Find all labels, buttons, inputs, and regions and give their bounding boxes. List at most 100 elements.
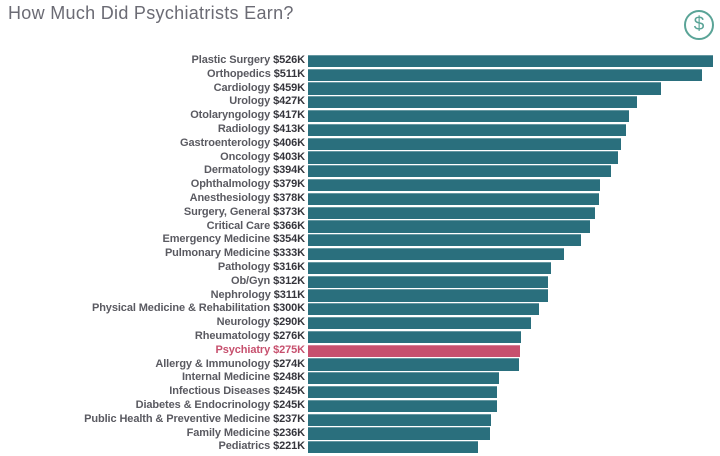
category-name: Orthopedics <box>207 67 271 80</box>
value-label: $245K <box>273 398 305 411</box>
bar-row: Critical Care $366K <box>0 220 720 234</box>
value-label: $237K <box>273 412 305 425</box>
bar <box>308 413 491 426</box>
value-label: $406K <box>273 136 305 149</box>
bar <box>308 220 590 233</box>
value-label: $373K <box>273 205 305 218</box>
category-label: Nephrology $311K <box>0 289 308 303</box>
category-name: Pediatrics <box>218 440 271 453</box>
category-name: Rheumatology <box>194 329 271 342</box>
page-title: How Much Did Psychiatrists Earn? <box>8 3 294 23</box>
category-name: Pulmonary Medicine <box>164 247 271 260</box>
value-label: $248K <box>273 371 305 384</box>
bar <box>308 330 521 343</box>
category-label: Pulmonary Medicine $333K <box>0 247 308 261</box>
category-label: Allergy & Immunology $274K <box>0 358 308 372</box>
category-label: Orthopedics $511K <box>0 68 308 82</box>
dollar-icon-glyph: $ <box>693 14 705 35</box>
category-name: Family Medicine <box>186 426 271 439</box>
value-label: $275K <box>273 343 305 356</box>
value-label: $276K <box>273 329 305 342</box>
value-label: $316K <box>273 260 305 273</box>
category-label: Infectious Diseases $245K <box>0 385 308 399</box>
value-label: $413K <box>273 122 305 135</box>
bar-row: Psychiatry $275K <box>0 344 720 358</box>
category-name: Radiology <box>217 122 271 135</box>
category-name: Pathology <box>217 260 271 273</box>
bar-row: Rheumatology $276K <box>0 330 720 344</box>
category-name: Physical Medicine & Rehabilitation <box>91 302 271 315</box>
value-label: $403K <box>273 150 305 163</box>
category-name: Psychiatry <box>215 343 271 356</box>
bar-row: Public Health & Preventive Medicine $237… <box>0 413 720 427</box>
bar-row: Plastic Surgery $526K <box>0 54 720 68</box>
dollar-icon: $ <box>684 10 714 40</box>
category-label: Pediatrics $221K <box>0 440 308 454</box>
category-label: Physical Medicine & Rehabilitation $300K <box>0 302 308 316</box>
bar-row: Allergy & Immunology $274K <box>0 358 720 372</box>
category-label: Radiology $413K <box>0 123 308 137</box>
bar-row: Gastroenterology $406K <box>0 137 720 151</box>
category-label: Urology $427K <box>0 95 308 109</box>
category-label: Psychiatry $275K <box>0 344 308 358</box>
category-label: Public Health & Preventive Medicine $237… <box>0 413 308 427</box>
bar <box>308 275 549 288</box>
value-label: $366K <box>273 219 305 232</box>
category-label: Cardiology $459K <box>0 82 308 96</box>
value-label: $378K <box>273 191 305 204</box>
category-name: Public Health & Preventive Medicine <box>84 412 271 425</box>
category-name: Internal Medicine <box>181 371 271 384</box>
bar-row: Emergency Medicine $354K <box>0 233 720 247</box>
bar-row: Infectious Diseases $245K <box>0 385 720 399</box>
category-label: Ob/Gyn $312K <box>0 275 308 289</box>
category-label: Dermatology $394K <box>0 164 308 178</box>
bar-row: Anesthesiology $378K <box>0 192 720 206</box>
bar <box>308 178 600 192</box>
category-name: Ob/Gyn <box>230 274 271 287</box>
bar <box>308 303 539 316</box>
category-name: Cardiology <box>213 81 271 94</box>
bar <box>308 316 532 330</box>
category-name: Critical Care <box>206 219 271 232</box>
bar <box>308 372 499 385</box>
bar-row: Oncology $403K <box>0 151 720 165</box>
bar <box>308 68 702 81</box>
bar-row: Nephrology $311K <box>0 289 720 303</box>
value-label: $236K <box>273 426 305 439</box>
bar-row: Internal Medicine $248K <box>0 371 720 385</box>
bar <box>308 109 630 123</box>
category-label: Family Medicine $236K <box>0 427 308 441</box>
value-label: $379K <box>273 178 305 191</box>
bar-row: Pediatrics $221K <box>0 440 720 454</box>
category-label: Ophthalmology $379K <box>0 178 308 192</box>
bar-row: Ob/Gyn $312K <box>0 275 720 289</box>
value-label: $290K <box>273 316 305 329</box>
category-name: Surgery, General <box>183 205 271 218</box>
value-label: $312K <box>273 274 305 287</box>
bar <box>308 165 612 178</box>
bar <box>308 358 519 371</box>
category-name: Urology <box>229 95 271 108</box>
category-name: Dermatology <box>203 164 271 177</box>
bar <box>308 289 548 302</box>
bar-row: Pathology $316K <box>0 261 720 275</box>
bar-chart: Plastic Surgery $526K Orthopedics $511K Ca… <box>0 54 720 454</box>
bar <box>308 385 497 399</box>
bar-row: Surgery, General $373K <box>0 206 720 220</box>
category-name: Allergy & Immunology <box>155 357 271 370</box>
value-label: $221K <box>273 440 305 453</box>
value-label: $354K <box>273 233 305 246</box>
category-name: Plastic Surgery <box>191 54 271 66</box>
bar <box>308 399 497 412</box>
category-label: Surgery, General $373K <box>0 206 308 220</box>
value-label: $394K <box>273 164 305 177</box>
category-name: Ophthalmology <box>190 178 271 191</box>
category-label: Critical Care $366K <box>0 220 308 234</box>
category-label: Otolaryngology $417K <box>0 109 308 123</box>
category-label: Gastroenterology $406K <box>0 137 308 151</box>
bar <box>308 234 581 247</box>
bar <box>308 192 599 205</box>
category-name: Oncology <box>220 150 271 163</box>
bar-row: Neurology $290K <box>0 316 720 330</box>
bar-row: Otolaryngology $417K <box>0 109 720 123</box>
